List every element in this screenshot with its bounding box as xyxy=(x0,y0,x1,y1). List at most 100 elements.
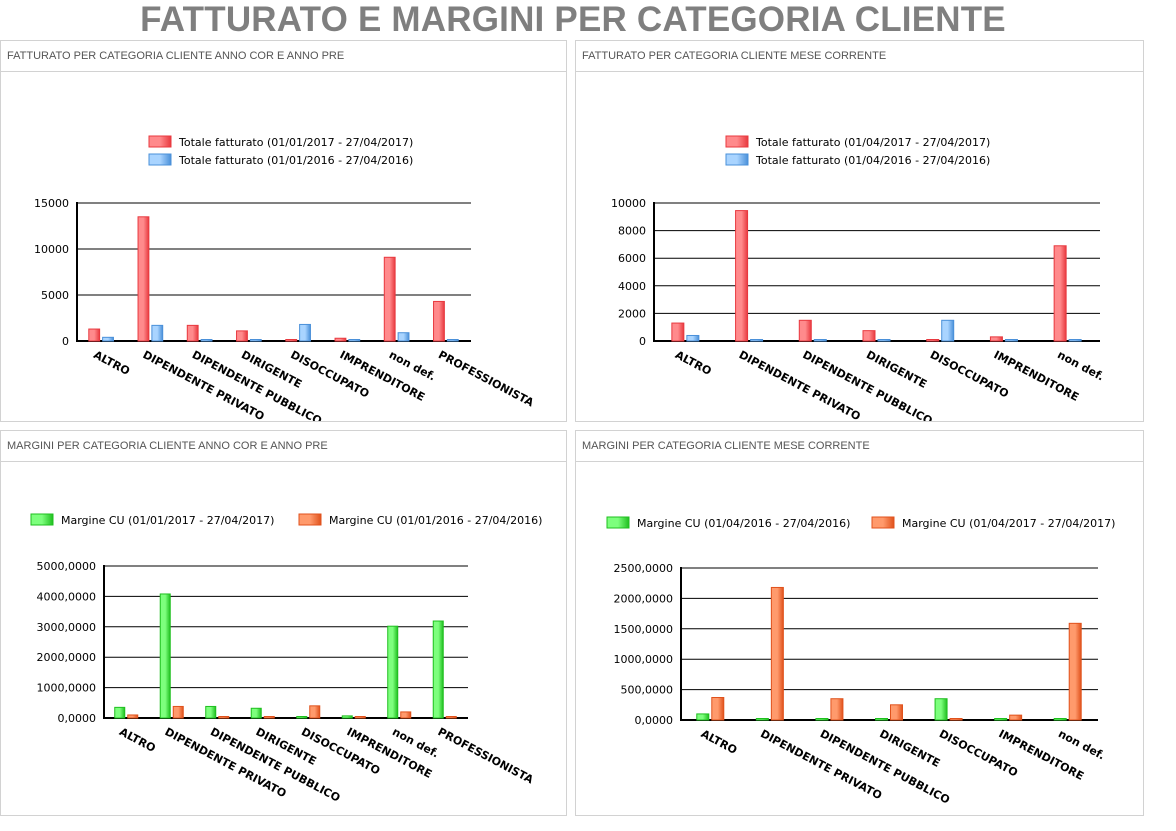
bar xyxy=(127,714,139,719)
bar xyxy=(696,713,710,721)
bar xyxy=(159,593,171,719)
legend-label: Totale fatturato (01/04/2017 - 27/04/201… xyxy=(755,136,990,149)
legend-swatch xyxy=(606,516,630,529)
panel-fatturato-anno: FATTURATO PER CATEGORIA CLIENTE ANNO COR… xyxy=(0,40,567,422)
bar xyxy=(397,332,410,342)
y-tick-label: 15000 xyxy=(34,197,69,210)
x-tick-label: DISOCCUPATO xyxy=(299,725,382,777)
bar xyxy=(432,620,444,719)
bar xyxy=(400,711,412,719)
bar xyxy=(102,336,114,342)
page-title: FATTURATO E MARGINI PER CATEGORIA CLIENT… xyxy=(140,0,1006,39)
bar xyxy=(934,698,948,721)
bar xyxy=(813,339,827,342)
bar xyxy=(770,586,784,721)
bar xyxy=(296,716,308,719)
bar xyxy=(218,716,230,719)
bar xyxy=(250,707,262,719)
panel-margini-mese: MARGINI PER CATEGORIA CLIENTE MESE CORRE… xyxy=(575,430,1144,816)
chart-fatturato-mese: Totale fatturato (01/04/2017 - 27/04/201… xyxy=(611,135,1106,421)
bar xyxy=(446,339,459,342)
y-tick-label: 4000 xyxy=(618,280,646,293)
bar xyxy=(830,698,844,721)
panel-margini-anno: MARGINI PER CATEGORIA CLIENTE ANNO COR E… xyxy=(0,430,567,816)
bar xyxy=(750,339,764,342)
panel-fatturato-mese: FATTURATO PER CATEGORIA CLIENTE MESE COR… xyxy=(575,40,1144,422)
bar xyxy=(114,706,126,719)
chart-margini-anno: Margine CU (01/01/2017 - 27/04/2017) Marg… xyxy=(30,513,542,805)
bar xyxy=(1004,339,1018,342)
bar xyxy=(926,339,940,342)
legend-swatch xyxy=(30,513,54,526)
x-tick-label: ALTRO xyxy=(673,348,714,378)
bar xyxy=(137,216,150,342)
bar xyxy=(341,715,353,719)
bar xyxy=(798,319,812,342)
y-tick-label: 3000,0000 xyxy=(37,621,97,634)
bar xyxy=(334,337,347,342)
bar xyxy=(1068,339,1082,342)
legend-swatch xyxy=(725,153,749,166)
bar xyxy=(1053,718,1067,721)
y-tick-label: 6000 xyxy=(618,252,646,265)
y-tick-label: 8000 xyxy=(618,225,646,238)
y-tick-label: 5000,0000 xyxy=(37,560,97,573)
bar xyxy=(671,322,685,342)
y-tick-label: 0 xyxy=(62,335,69,348)
x-tick-label: non def. xyxy=(1056,727,1107,762)
y-tick-label: 1000,0000 xyxy=(37,682,97,695)
legend-label: Margine CU (01/01/2016 - 27/04/2016) xyxy=(329,514,542,527)
legend-swatch xyxy=(725,135,749,148)
bar xyxy=(172,705,184,719)
x-tick-label: non def. xyxy=(1055,348,1106,383)
y-tick-label: 1000,0000 xyxy=(614,653,674,666)
bar xyxy=(299,323,311,342)
y-tick-label: 2000,0000 xyxy=(37,651,97,664)
bar xyxy=(1068,622,1082,721)
legend-label: Margine CU (01/04/2016 - 27/04/2016) xyxy=(637,517,850,530)
bar xyxy=(875,718,888,721)
y-tick-label: 4000,0000 xyxy=(37,590,97,603)
bar xyxy=(755,718,769,721)
legend-label: Totale fatturato (01/04/2016 - 27/04/201… xyxy=(755,154,990,167)
bar xyxy=(815,718,829,721)
bar xyxy=(994,718,1008,721)
panel-header: MARGINI PER CATEGORIA CLIENTE ANNO COR E… xyxy=(1,431,566,462)
bar xyxy=(236,330,248,342)
legend-label: Margine CU (01/04/2017 - 27/04/2017) xyxy=(902,517,1115,530)
y-tick-label: 0 xyxy=(639,335,646,348)
bar xyxy=(711,697,725,721)
bar xyxy=(88,328,101,342)
bar xyxy=(200,339,213,342)
bar xyxy=(263,716,275,719)
legend-swatch xyxy=(298,513,322,526)
bar xyxy=(383,256,396,342)
y-tick-label: 10000 xyxy=(34,243,69,256)
legend-label: Totale fatturato (01/01/2016 - 27/04/201… xyxy=(178,154,413,167)
bar xyxy=(686,334,700,342)
y-tick-label: 500,0000 xyxy=(621,684,674,697)
bar xyxy=(433,300,445,342)
y-tick-label: 2500,0000 xyxy=(614,562,674,575)
panel-header: FATTURATO PER CATEGORIA CLIENTE ANNO COR… xyxy=(1,41,566,72)
panel-header: FATTURATO PER CATEGORIA CLIENTE MESE COR… xyxy=(576,41,1143,72)
legend-swatch xyxy=(148,153,172,166)
bar xyxy=(205,705,217,719)
x-tick-label: ALTRO xyxy=(117,725,158,755)
x-tick-label: IMPRENDITORE xyxy=(338,348,427,404)
chart-margini-mese: Margine CU (01/04/2016 - 27/04/2016) Marg… xyxy=(606,516,1115,807)
bar xyxy=(735,210,749,342)
bar xyxy=(186,324,199,342)
bar xyxy=(989,336,1003,342)
bar xyxy=(387,625,399,719)
y-tick-label: 10000 xyxy=(611,197,646,210)
y-tick-label: 1500,0000 xyxy=(614,623,674,636)
x-tick-label: PROFESSIONISTA xyxy=(436,348,536,410)
bar xyxy=(890,704,903,721)
bar xyxy=(309,705,321,719)
bar xyxy=(862,330,876,342)
bar xyxy=(1009,714,1023,721)
legend-swatch xyxy=(148,135,172,148)
bar xyxy=(249,339,262,342)
x-tick-label: PROFESSIONISTA xyxy=(436,725,536,787)
